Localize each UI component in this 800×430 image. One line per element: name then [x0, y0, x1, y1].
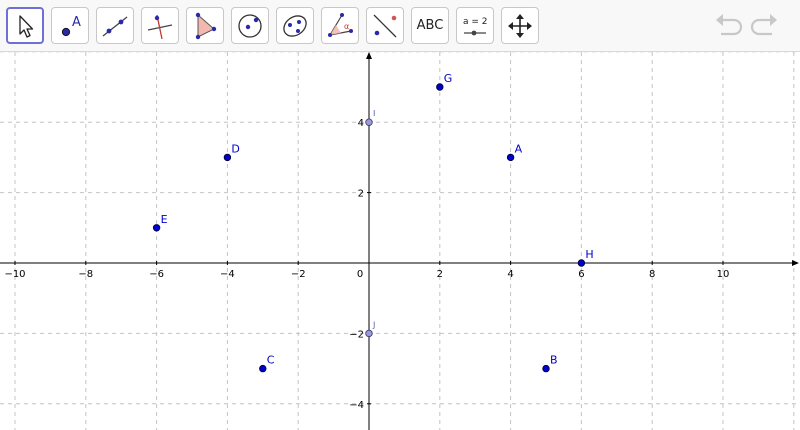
point-label: C — [267, 354, 275, 367]
point-g[interactable]: G — [436, 72, 453, 91]
x-axis-arrow — [792, 260, 799, 266]
point-label: D — [231, 142, 239, 155]
line-through-points-icon — [102, 15, 128, 37]
x-tick-label: −10 — [4, 269, 25, 280]
point-tool-button[interactable]: A — [51, 7, 89, 44]
point-marker[interactable] — [152, 224, 161, 232]
x-tick-label: 0 — [357, 269, 363, 280]
point-marker[interactable] — [365, 118, 373, 126]
y-axis-arrow — [366, 52, 372, 59]
point-h[interactable]: H — [577, 248, 594, 267]
angle-tool-label: α — [344, 22, 349, 31]
x-tick-label: 6 — [578, 269, 584, 280]
point-label: J — [372, 320, 375, 329]
undo-icon[interactable] — [713, 12, 743, 40]
ellipse-tool-button[interactable] — [276, 7, 314, 44]
point-a[interactable]: A — [506, 142, 523, 162]
move-arrows-icon — [508, 13, 532, 38]
circle-tool-button[interactable] — [231, 7, 269, 44]
y-tick-label: 4 — [358, 118, 364, 129]
line-tool-button[interactable] — [96, 7, 134, 44]
x-tick-label: 10 — [717, 269, 730, 280]
x-tick-label: 8 — [649, 269, 655, 280]
grid — [0, 52, 800, 430]
point-marker[interactable] — [506, 153, 515, 162]
x-tick-labels: −10 −8 −6 −4 −2 0 2 4 6 8 10 — [4, 261, 729, 280]
point-j[interactable]: J — [365, 320, 376, 338]
point-d[interactable]: D — [223, 142, 240, 162]
y-tick-labels: 4 2 −2 −4 — [349, 118, 371, 411]
point-marker[interactable] — [365, 329, 373, 338]
point-tool-label: A — [72, 15, 81, 30]
slider-icon: a = 2 — [463, 17, 488, 35]
point-e[interactable]: E — [152, 213, 168, 232]
point-icon: A — [61, 15, 81, 36]
ellipse-icon — [283, 14, 307, 37]
y-tick-label: −2 — [349, 329, 364, 340]
point-label: B — [550, 354, 558, 367]
text-tool-button[interactable]: ABC — [411, 7, 449, 44]
x-tick-label: 4 — [507, 269, 513, 280]
slider-tool-button[interactable]: a = 2 — [456, 7, 494, 44]
x-tick-label: 2 — [437, 269, 443, 280]
circle-center-point-icon — [238, 13, 262, 38]
angle-tool-button[interactable]: α — [321, 7, 359, 44]
point-i[interactable]: I — [365, 109, 376, 126]
x-tick-label: −2 — [291, 269, 306, 280]
point-marker[interactable] — [259, 364, 267, 373]
redo-icon[interactable] — [750, 12, 780, 40]
points: A B C D E G H I J — [152, 72, 594, 373]
point-marker[interactable] — [436, 83, 444, 91]
point-marker[interactable] — [223, 153, 232, 162]
reflect-tool-button[interactable] — [366, 7, 404, 44]
perpendicular-line-tool-button[interactable] — [141, 7, 179, 44]
arrow-cursor-icon — [19, 14, 34, 38]
polygon-icon — [195, 12, 217, 39]
axes — [0, 52, 799, 430]
point-c[interactable]: C — [259, 354, 275, 373]
point-b[interactable]: B — [542, 354, 558, 373]
point-label: E — [161, 213, 168, 226]
polygon-tool-button[interactable] — [186, 7, 224, 44]
x-tick-label: −4 — [220, 269, 235, 280]
point-label: I — [373, 109, 375, 118]
point-label: G — [444, 72, 453, 85]
angle-icon: α — [328, 12, 353, 37]
graphics-view[interactable]: −10 −8 −6 −4 −2 0 2 4 6 8 10 4 2 −2 −4 A B C D E G H I J — [0, 52, 800, 430]
point-marker[interactable] — [577, 259, 586, 267]
x-tick-label: −6 — [149, 269, 164, 280]
text-icon: ABC — [416, 18, 444, 33]
perpendicular-line-icon — [147, 14, 173, 39]
move-tool-button[interactable] — [6, 7, 44, 44]
reflect-about-line-icon — [373, 14, 397, 37]
move-graphics-view-tool-button[interactable] — [501, 7, 539, 44]
slider-tool-label: a = 2 — [463, 17, 488, 27]
y-tick-label: −4 — [349, 400, 364, 411]
x-tick-label: −8 — [78, 269, 93, 280]
point-label: H — [585, 248, 593, 261]
point-marker[interactable] — [542, 364, 550, 373]
toolbar: A — [0, 0, 800, 52]
y-tick-label: 2 — [358, 189, 364, 200]
point-label: A — [515, 142, 523, 155]
